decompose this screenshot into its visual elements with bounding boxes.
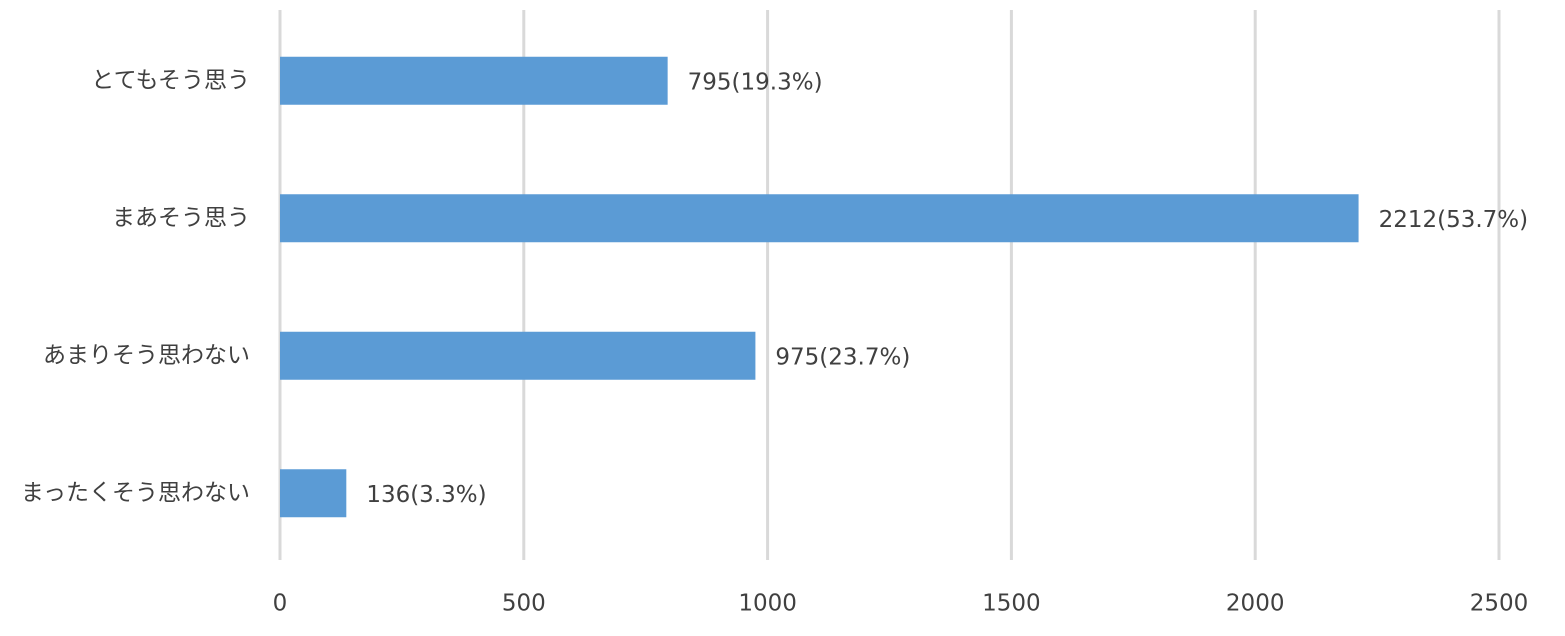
y-tick-label: まったくそう思わない <box>21 480 250 506</box>
value-label: 2212(53.7%) <box>1379 207 1529 233</box>
value-label: 136(3.3%) <box>366 482 486 508</box>
y-tick-label: あまりそう思わない <box>43 342 250 368</box>
x-tick-label: 2000 <box>1226 591 1285 617</box>
x-tick-label: 2500 <box>1470 591 1529 617</box>
bar <box>280 56 668 105</box>
bar <box>280 331 756 380</box>
x-tick-label: 0 <box>273 591 288 617</box>
x-tick-label: 1000 <box>738 591 797 617</box>
y-tick-label: まあそう思う <box>112 205 250 231</box>
x-tick-label: 500 <box>502 591 546 617</box>
y-tick-label: とてもそう思う <box>91 67 250 93</box>
bar <box>280 194 1359 243</box>
bar <box>280 469 347 518</box>
value-label: 795(19.3%) <box>688 69 823 95</box>
value-label: 975(23.7%) <box>775 344 910 370</box>
x-tick-label: 1500 <box>982 591 1041 617</box>
